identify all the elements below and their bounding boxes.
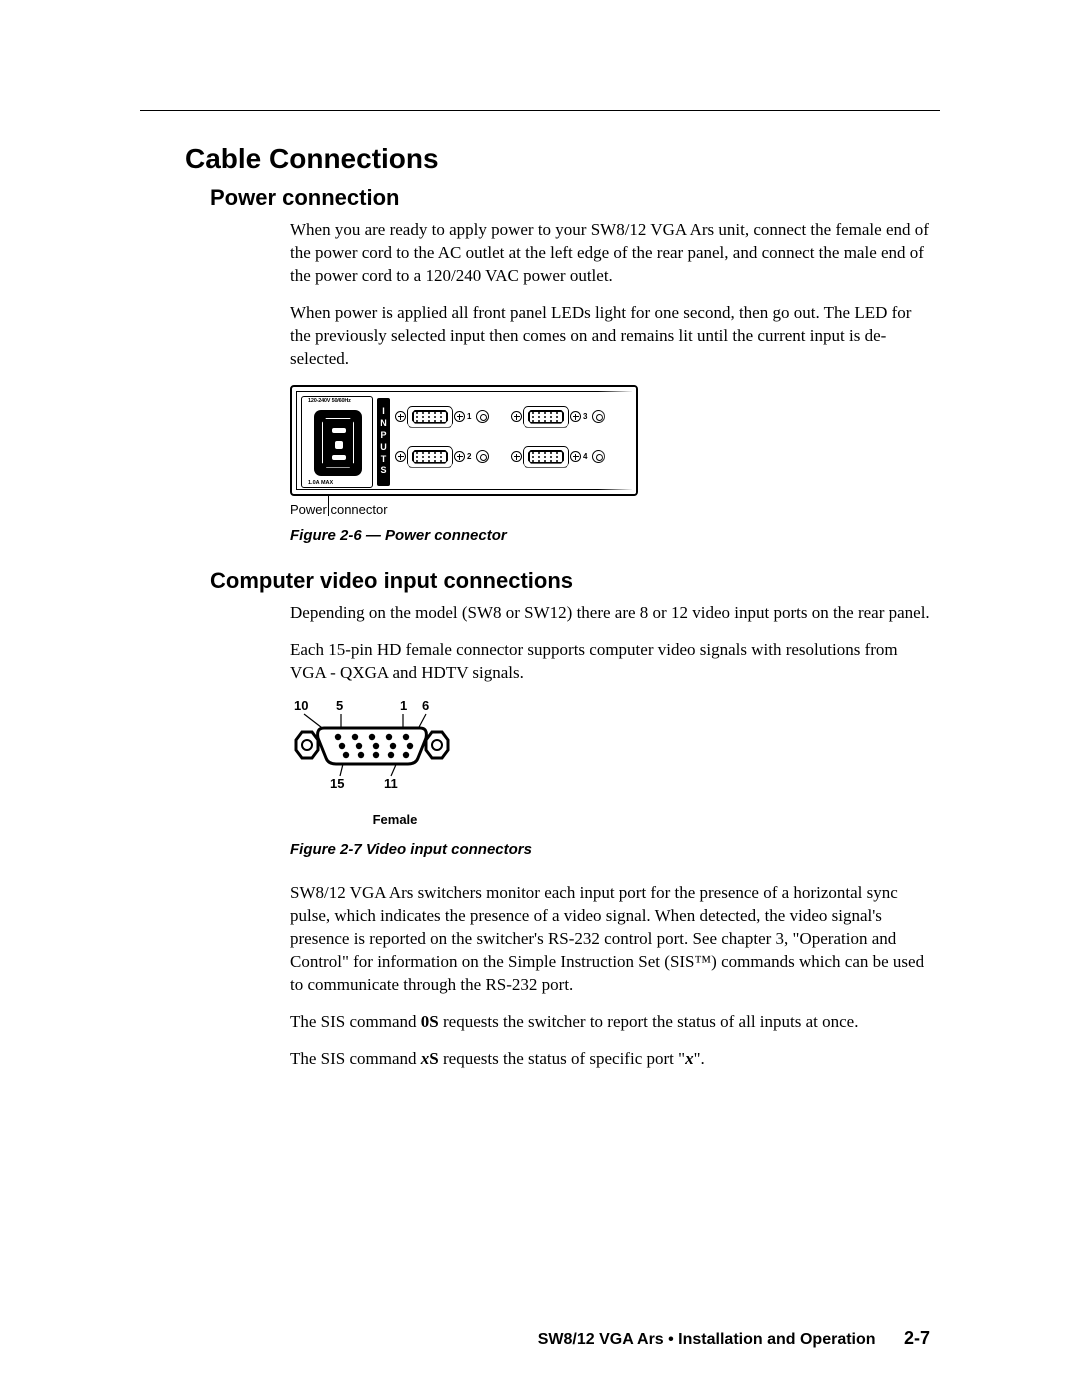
panel-wrap: 120-240V 50/60Hz 1.0A MAX I N xyxy=(290,385,638,496)
video-para-4: The SIS command 0S requests the switcher… xyxy=(290,1011,930,1034)
leader-line xyxy=(328,494,329,516)
footer-text: SW8/12 VGA Ars • Installation and Operat… xyxy=(538,1331,876,1348)
vga-port-icon: 4 xyxy=(511,446,605,468)
ac-voltage-label: 120-240V 50/60Hz xyxy=(308,398,368,404)
figure-2-7: 10 5 1 6 15 11 xyxy=(290,698,940,858)
figure-2-6: 120-240V 50/60Hz 1.0A MAX I N xyxy=(290,385,940,544)
inputs-label: I N P U T S xyxy=(377,398,390,486)
port-number: 1 xyxy=(467,412,471,421)
panel-inner: 120-240V 50/60Hz 1.0A MAX I N xyxy=(296,391,632,490)
port-number: 2 xyxy=(467,452,471,461)
figure-2-6-caption: Figure 2-6 — Power connector xyxy=(290,527,940,544)
vga-port-icon: 2 xyxy=(395,446,489,468)
power-para-2: When power is applied all front panel LE… xyxy=(290,302,930,371)
power-text: When you are ready to apply power to you… xyxy=(290,219,930,371)
page: Cable Connections Power connection When … xyxy=(0,0,1080,1397)
ac-inlet-icon: 120-240V 50/60Hz 1.0A MAX xyxy=(301,396,373,488)
figure-2-6-callout: Power connector xyxy=(290,502,940,517)
ac-amp-label: 1.0A MAX xyxy=(308,480,333,486)
section-heading: Cable Connections xyxy=(185,143,940,175)
port-number: 3 xyxy=(583,412,587,421)
page-footer: SW8/12 VGA Ars • Installation and Operat… xyxy=(0,1328,1080,1349)
figure-2-7-caption: Figure 2-7 Video input connectors xyxy=(290,841,940,858)
video-text-1: Depending on the model (SW8 or SW12) the… xyxy=(290,602,930,685)
page-number: 2-7 xyxy=(904,1328,930,1348)
iec-connector-icon xyxy=(314,410,362,476)
rear-panel-icon: 120-240V 50/60Hz 1.0A MAX I N xyxy=(290,385,638,496)
video-subhead: Computer video input connections xyxy=(210,568,940,594)
video-para-5: The SIS command xS requests the status o… xyxy=(290,1048,930,1071)
female-label: Female xyxy=(290,812,500,827)
video-para-1: Depending on the model (SW8 or SW12) the… xyxy=(290,602,930,625)
hd15-connector-icon: 10 5 1 6 15 11 xyxy=(290,698,500,808)
power-para-1: When you are ready to apply power to you… xyxy=(290,219,930,288)
power-subhead: Power connection xyxy=(210,185,940,211)
video-para-3: SW8/12 VGA Ars switchers monitor each in… xyxy=(290,882,930,997)
vga-port-icon: 1 xyxy=(395,406,489,428)
top-rule xyxy=(140,110,940,111)
vga-port-icon: 3 xyxy=(511,406,605,428)
video-para-2: Each 15-pin HD female connector supports… xyxy=(290,639,930,685)
video-text-2: SW8/12 VGA Ars switchers monitor each in… xyxy=(290,882,930,1071)
port-number: 4 xyxy=(583,452,587,461)
